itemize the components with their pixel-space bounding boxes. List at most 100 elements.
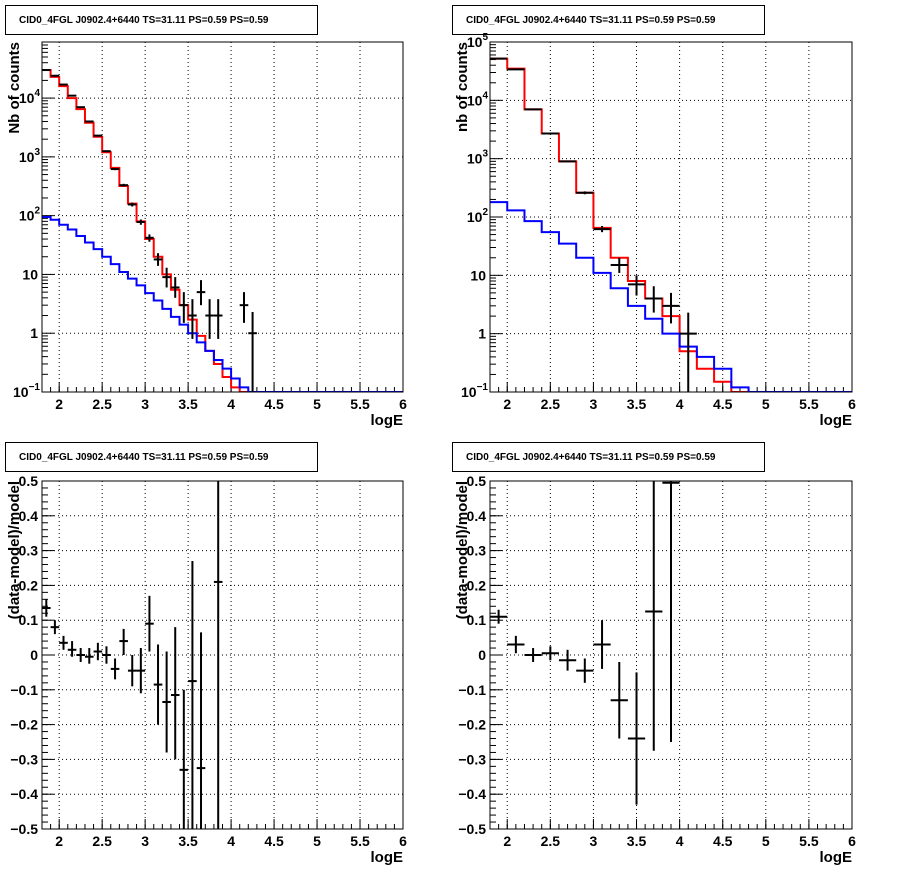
chart-panel-3: CID0_4FGL J0902.4+6440 TS=31.11 PS=0.59 … bbox=[5, 442, 407, 866]
data-point bbox=[145, 234, 154, 242]
x-tick-label: 2.5 bbox=[541, 833, 561, 849]
residual-point bbox=[127, 655, 137, 687]
y-tick-label: 0 bbox=[478, 647, 486, 663]
y-tick-label: 103 bbox=[19, 147, 41, 165]
y-tick-label: −0.5 bbox=[10, 821, 38, 837]
data-point bbox=[153, 253, 163, 266]
residual-point bbox=[162, 651, 171, 753]
chart-title: CID0_4FGL J0902.4+6440 TS=31.11 PS=0.59 … bbox=[466, 15, 716, 26]
chart-title: CID0_4FGL J0902.4+6440 TS=31.11 PS=0.59 … bbox=[19, 15, 269, 26]
y-tick-label: 0.2 bbox=[19, 577, 39, 593]
x-tick-label: 3 bbox=[590, 396, 598, 412]
chart-panel-4: CID0_4FGL J0902.4+6440 TS=31.11 PS=0.59 … bbox=[452, 442, 856, 866]
red-step-series bbox=[490, 57, 852, 392]
y-tick-label: −0.1 bbox=[10, 682, 38, 698]
plot-area bbox=[42, 69, 403, 392]
x-tick-label: 2 bbox=[55, 833, 63, 849]
x-tick-label: 3 bbox=[141, 396, 149, 412]
y-tick-label: 0.5 bbox=[19, 473, 39, 489]
residual-point bbox=[196, 632, 206, 829]
x-tick-label: 5 bbox=[762, 396, 770, 412]
y-axis-title: Nb of counts bbox=[6, 42, 23, 134]
x-tick-label: 2 bbox=[55, 396, 63, 412]
title-box bbox=[452, 5, 765, 35]
blue-step-series bbox=[42, 215, 403, 392]
plot-frame bbox=[489, 480, 853, 830]
y-tick-label: 10 bbox=[22, 266, 38, 282]
plot-frame bbox=[489, 41, 853, 393]
data-point bbox=[119, 183, 128, 187]
y-tick-label: 1 bbox=[30, 325, 38, 341]
data-point bbox=[127, 202, 137, 207]
residual-point bbox=[59, 635, 68, 650]
residual-point bbox=[188, 561, 197, 829]
data-point bbox=[610, 257, 628, 273]
data-point bbox=[188, 299, 197, 339]
data-point bbox=[59, 83, 68, 86]
y-axis-title: (data-model)/model bbox=[6, 481, 23, 619]
chart-title: CID0_4FGL J0902.4+6440 TS=31.11 PS=0.59 … bbox=[19, 452, 269, 463]
y-tick-label: 10−1 bbox=[13, 382, 40, 400]
residual-point bbox=[145, 595, 154, 652]
x-tick-label: 4 bbox=[676, 396, 684, 412]
data-point bbox=[93, 134, 103, 137]
data-point bbox=[67, 94, 77, 97]
x-tick-label: 5 bbox=[313, 833, 321, 849]
data-point bbox=[110, 168, 120, 171]
y-tick-label: −0.2 bbox=[10, 717, 38, 733]
residual-point bbox=[67, 641, 77, 657]
residual-point bbox=[610, 661, 628, 739]
data-point bbox=[239, 292, 249, 323]
y-tick-label: 0 bbox=[30, 647, 38, 663]
x-axis-title: logE bbox=[371, 412, 404, 429]
x-tick-label: 5.5 bbox=[799, 833, 819, 849]
data-point bbox=[84, 120, 94, 123]
title-box bbox=[5, 5, 318, 35]
data-point bbox=[627, 275, 646, 296]
x-axis-title: logE bbox=[371, 849, 404, 866]
plot-frame bbox=[41, 41, 404, 393]
residual-point bbox=[558, 649, 577, 671]
red-step-series bbox=[42, 69, 403, 392]
x-tick-label: 6 bbox=[848, 833, 856, 849]
residual-point bbox=[576, 658, 594, 683]
y-tick-label: 0.4 bbox=[19, 508, 39, 524]
y-tick-label: −0.2 bbox=[458, 717, 486, 733]
data-point bbox=[576, 191, 594, 195]
y-tick-label: −0.1 bbox=[458, 682, 486, 698]
residual-point bbox=[84, 648, 94, 664]
y-tick-label: 0.3 bbox=[19, 543, 39, 559]
x-tick-label: 6 bbox=[848, 396, 856, 412]
data-point bbox=[162, 267, 171, 288]
y-tick-label: 0.1 bbox=[467, 612, 487, 628]
x-tick-label: 2.5 bbox=[92, 833, 112, 849]
data-point bbox=[196, 280, 206, 306]
y-tick-label: 10−1 bbox=[461, 382, 488, 400]
y-tick-label: 105 bbox=[467, 32, 489, 50]
chart-panel-2: CID0_4FGL J0902.4+6440 TS=31.11 PS=0.59 … bbox=[452, 5, 856, 429]
x-tick-label: 2.5 bbox=[541, 396, 561, 412]
residual-point bbox=[213, 481, 223, 829]
x-tick-label: 4.5 bbox=[713, 833, 733, 849]
data-point bbox=[213, 299, 223, 339]
x-tick-label: 2 bbox=[503, 833, 511, 849]
y-tick-label: −0.4 bbox=[458, 786, 486, 802]
y-tick-label: 1 bbox=[478, 326, 486, 342]
data-point bbox=[76, 106, 85, 109]
residual-point bbox=[170, 627, 180, 760]
y-tick-label: 10 bbox=[470, 267, 486, 283]
residual-point bbox=[110, 658, 120, 680]
x-tick-label: 5.5 bbox=[350, 833, 370, 849]
data-point bbox=[170, 277, 180, 298]
data-point bbox=[524, 108, 542, 111]
x-tick-label: 6 bbox=[399, 396, 407, 412]
residual-point bbox=[627, 672, 646, 805]
y-tick-label: −0.3 bbox=[458, 751, 486, 767]
data-point bbox=[136, 219, 146, 225]
residual-point bbox=[153, 644, 163, 725]
data-point bbox=[558, 160, 577, 163]
x-tick-label: 5 bbox=[313, 396, 321, 412]
data-point bbox=[679, 312, 697, 392]
plot-area bbox=[490, 57, 852, 392]
x-tick-label: 3 bbox=[141, 833, 149, 849]
